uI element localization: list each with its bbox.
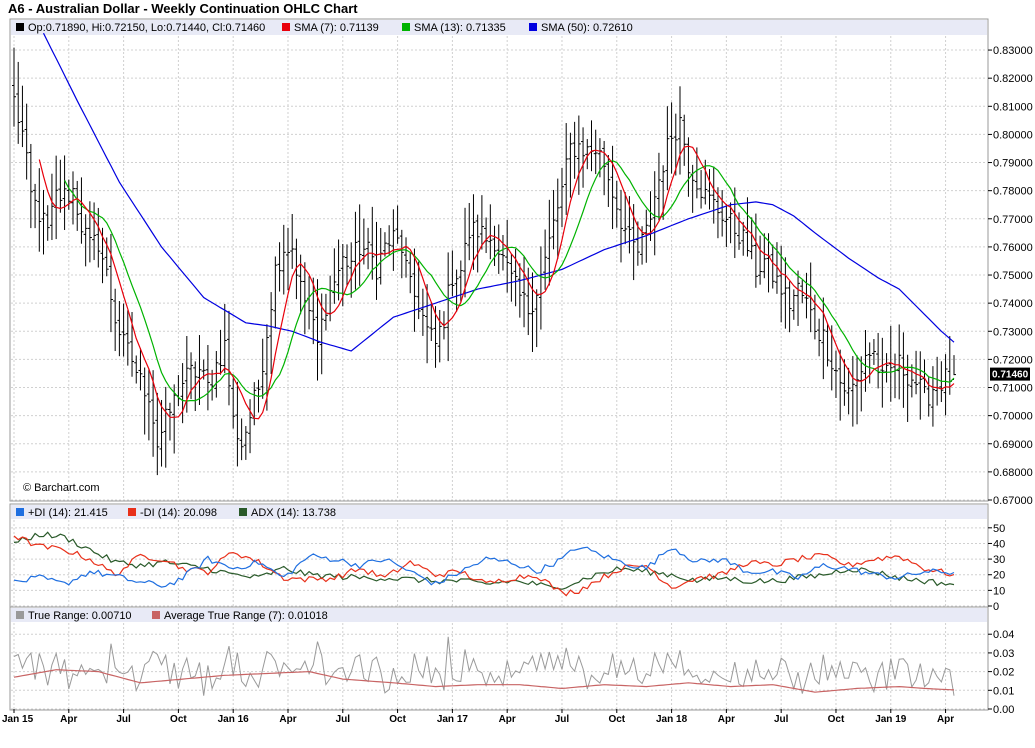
price-y-tick-label: 0.80000 <box>993 129 1033 141</box>
true-range-grid <box>11 623 987 710</box>
price-y-tick-label: 0.75000 <box>993 270 1033 282</box>
x-tick-label: Oct <box>389 714 406 725</box>
price-y-tick-label: 0.83000 <box>993 45 1033 57</box>
true-range-legend-label: True Range: 0.00710 <box>28 610 132 622</box>
true-range-y-tick-label: 0.03 <box>993 648 1014 660</box>
price-y-tick-label: 0.69000 <box>993 439 1033 451</box>
dmi-panel-frame <box>9 503 989 608</box>
minus-di-line <box>13 535 955 597</box>
price-y-tick-label: 0.73000 <box>993 326 1033 338</box>
true-range-legend: True Range: 0.00710 Average True Range (… <box>16 610 328 622</box>
atr-line <box>13 669 955 693</box>
dmi-legend-bar <box>11 505 987 519</box>
price-y-tick-label: 0.71000 <box>993 383 1033 395</box>
price-legend: Op:0.71890, Hi:0.72150, Lo:0.71440, Cl:0… <box>16 22 633 34</box>
x-tick-label: Jan 18 <box>656 714 688 725</box>
true-range-panel-frame <box>9 606 989 711</box>
true-range-y-tick-label: 0.04 <box>993 629 1014 641</box>
ohlc-legend-label: Op:0.71890, Hi:0.72150, Lo:0.71440, Cl:0… <box>28 22 265 34</box>
true-range-legend-swatch <box>16 611 24 619</box>
last-price-box <box>990 367 1030 381</box>
last-price-label: 0.71460 <box>992 370 1029 381</box>
plus-di-line <box>13 546 955 588</box>
sma50-legend-label: SMA (50): 0.72610 <box>541 22 633 34</box>
x-tick-label: Jan 16 <box>218 714 250 725</box>
true-range-y-tick-label: 0.00 <box>993 704 1014 716</box>
dmi-y-tick-label: 20 <box>993 570 1005 582</box>
atr-legend-swatch <box>152 611 160 619</box>
sma7-legend-swatch <box>282 23 290 31</box>
dmi-y-tick-label: 50 <box>993 523 1005 535</box>
price-y-tick-label: 0.82000 <box>993 73 1033 85</box>
price-y-axis: 0.67000 0.68000 0.69000 0.70000 0.71000 0.720… <box>988 45 1033 507</box>
price-y-tick-label: 0.74000 <box>993 298 1033 310</box>
x-tick-label: Oct <box>828 714 845 725</box>
ohlc-bars <box>12 47 956 476</box>
price-y-tick-label: 0.68000 <box>993 467 1033 479</box>
adx-legend-label: ADX (14): 13.738 <box>251 507 336 519</box>
x-tick-label: Jul <box>116 714 131 725</box>
chart-title: A6 - Australian Dollar - Weekly Continua… <box>8 1 358 16</box>
atr-legend-label: Average True Range (7): 0.01018 <box>164 610 328 622</box>
x-tick-label: Apr <box>718 714 735 725</box>
minus-di-legend-swatch <box>128 508 136 516</box>
x-tick-label: Jul <box>555 714 570 725</box>
dmi-panel: 0 10 20 30 40 50 +DI (14): 21.415 -DI (14): 2… <box>9 503 1005 613</box>
plus-di-legend-label: +DI (14): 21.415 <box>28 507 108 519</box>
price-legend-bar <box>11 20 987 35</box>
x-tick-label: Jan 15 <box>2 714 34 725</box>
price-y-tick-label: 0.72000 <box>993 354 1033 366</box>
adx-legend-swatch <box>239 508 247 516</box>
sma50-legend-swatch <box>529 23 537 31</box>
dmi-y-tick-label: 30 <box>993 554 1005 566</box>
x-tick-label: Jul <box>774 714 789 725</box>
dmi-y-tick-label: 0 <box>993 601 999 613</box>
x-tick-label: Apr <box>60 714 77 725</box>
dmi-y-axis: 0 10 20 30 40 50 <box>988 523 1005 613</box>
price-y-tick-label: 0.79000 <box>993 158 1033 170</box>
dmi-y-tick-label: 10 <box>993 585 1005 597</box>
sma7-line <box>38 145 955 420</box>
true-range-y-axis: 0.00 0.01 0.02 0.03 0.04 <box>988 629 1014 716</box>
watermark: © Barchart.com <box>23 482 100 494</box>
dmi-legend: +DI (14): 21.415 -DI (14): 20.098 ADX (1… <box>16 507 336 519</box>
price-y-tick-label: 0.77000 <box>993 214 1033 226</box>
x-tick-label: Apr <box>937 714 954 725</box>
minus-di-legend-label: -DI (14): 20.098 <box>140 507 217 519</box>
true-range-legend-bar <box>11 608 987 622</box>
x-tick-label: Oct <box>608 714 625 725</box>
x-axis: Jan 15 Apr Jul Oct Jan 16 Apr Jul Oct Jan 17 Apr J… <box>2 709 954 725</box>
price-y-tick-label: 0.81000 <box>993 101 1033 113</box>
sma13-line <box>64 160 955 402</box>
x-tick-label: Oct <box>170 714 187 725</box>
x-tick-label: Jul <box>336 714 351 725</box>
price-y-tick-label: 0.67000 <box>993 495 1033 507</box>
sma13-legend-label: SMA (13): 0.71335 <box>414 22 506 34</box>
x-tick-label: Apr <box>279 714 296 725</box>
sma13-legend-swatch <box>402 23 410 31</box>
true-range-y-tick-label: 0.01 <box>993 685 1014 697</box>
price-y-tick-label: 0.78000 <box>993 186 1033 198</box>
adx-line <box>13 531 955 590</box>
x-tick-label: Jan 19 <box>875 714 907 725</box>
plus-di-legend-swatch <box>16 508 24 516</box>
true-range-panel: 0.00 0.01 0.02 0.03 0.04 True Range: 0.00710… <box>9 606 1014 716</box>
price-y-tick-label: 0.70000 <box>993 411 1033 423</box>
sma7-legend-label: SMA (7): 0.71139 <box>294 22 379 34</box>
true-range-y-tick-label: 0.02 <box>993 667 1014 679</box>
x-tick-label: Jan 17 <box>437 714 469 725</box>
sma50-line <box>42 32 955 352</box>
x-tick-label: Apr <box>499 714 516 725</box>
dmi-y-tick-label: 40 <box>993 538 1005 550</box>
price-panel: 0.67000 0.68000 0.69000 0.70000 0.71000 0.720… <box>9 18 1033 507</box>
price-y-tick-label: 0.76000 <box>993 242 1033 254</box>
ohlc-legend-swatch <box>16 23 24 31</box>
